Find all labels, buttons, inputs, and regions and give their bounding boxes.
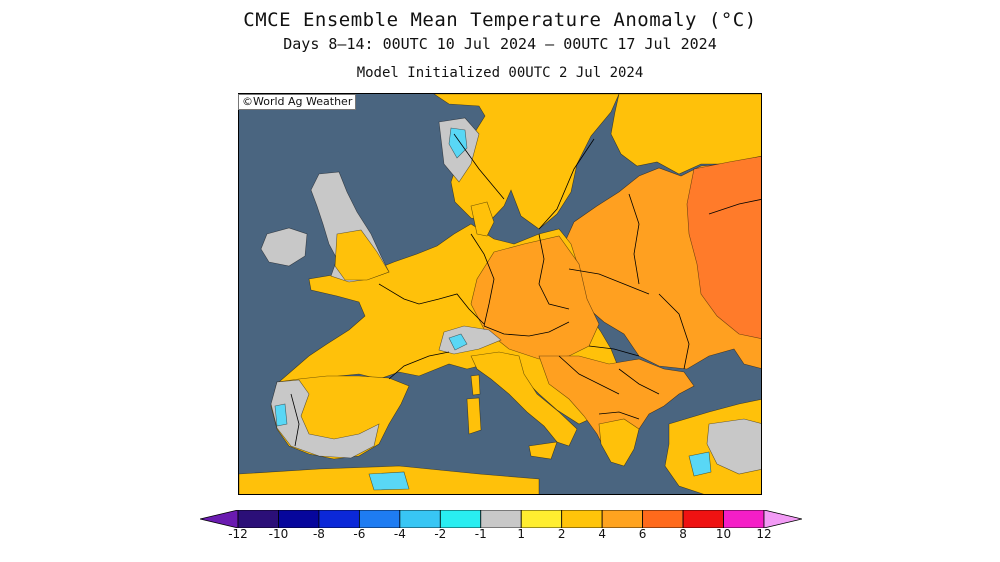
copyright-label: ©World Ag Weather: [238, 94, 357, 110]
greece-land: [598, 418, 640, 467]
colorbar-tick-label: -6: [353, 527, 366, 541]
colorbar-tick-label: -12: [228, 527, 248, 541]
colorbar-tick-label: -10: [268, 527, 289, 541]
england-warm-zone: [334, 229, 390, 281]
colorbar-tick-label: -4: [393, 527, 406, 541]
colorbar-tick-label: -8: [312, 527, 325, 541]
colorbar-cell: [318, 510, 360, 528]
colorbar-cells: [237, 510, 765, 528]
colorbar-cell: [601, 510, 644, 528]
colorbar-cell: [399, 510, 441, 528]
colorbar-cell: [642, 510, 684, 528]
colorbar-tick-label: 1: [517, 527, 526, 541]
iberia-neutral: [270, 379, 380, 459]
sardinia: [466, 397, 482, 435]
turkey-neutral: [706, 418, 761, 475]
corsica: [470, 374, 481, 396]
turkey-cool-spot: [688, 451, 712, 477]
colorbar-tick-label: 10: [715, 527, 732, 541]
map-title: CMCE Ensemble Mean Temperature Anomaly (…: [243, 9, 757, 31]
model-init-time: Model Initialized 00UTC 2 Jul 2024: [356, 65, 644, 81]
colorbar-tick-label: 12: [756, 527, 772, 541]
color-scale-bar: [200, 510, 802, 528]
norway-cool-spot: [448, 127, 468, 159]
north-africa-cool-spot: [368, 471, 410, 491]
colorbar-cell: [278, 510, 320, 528]
colorbar-cell: [237, 510, 279, 528]
colorbar-max-arrow: [763, 510, 802, 528]
colorbar-tick-label: -1: [474, 527, 487, 541]
russia-hot-zone: [686, 156, 761, 339]
scandinavia-land: [433, 94, 620, 230]
colorbar-tick-label: 4: [598, 527, 606, 541]
central-europe-hot-zone: [470, 235, 600, 360]
balkans-land: [538, 355, 695, 463]
anomaly-map: [238, 93, 762, 495]
colorbar-cell: [723, 510, 765, 528]
colorbar-cell: [439, 510, 482, 528]
colorbar-tick-label: 6: [638, 527, 647, 541]
map-canvas: [239, 94, 761, 494]
alps-cool-spot: [448, 333, 468, 351]
colorbar-cell: [682, 510, 724, 528]
italy-land: [470, 351, 578, 447]
ireland-land: [260, 227, 308, 267]
colorbar-cell: [561, 510, 603, 528]
denmark-land: [470, 201, 495, 237]
forecast-period: Days 8–14: 00UTC 10 Jul 2024 — 00UTC 17 …: [283, 35, 717, 53]
colorbar-tick-label: 2: [557, 527, 566, 541]
colorbar-cell: [358, 510, 401, 528]
colorbar-tick-label: 8: [679, 527, 687, 541]
colorbar-cell: [520, 510, 563, 528]
colorbar-tick-label: -2: [434, 527, 447, 541]
portugal-cool-spot: [274, 403, 288, 427]
sicily: [528, 441, 558, 460]
colorbar-cell: [480, 510, 522, 528]
country-borders: [290, 133, 761, 447]
colorbar-min-arrow: [200, 510, 239, 528]
finland-land: [610, 94, 761, 175]
